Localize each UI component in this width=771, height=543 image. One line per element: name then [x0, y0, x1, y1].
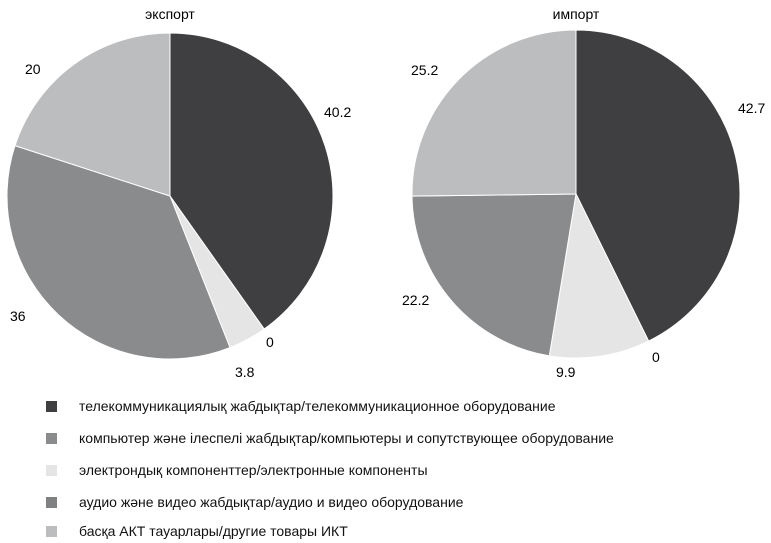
export-slice-computers: [6, 144, 231, 360]
export-pie-title: экспорт: [145, 6, 195, 22]
legend-swatch-computers: [46, 433, 57, 444]
legend-label-telecom: телекоммуникациялық жабдықтар/телекоммун…: [79, 398, 556, 414]
legend-item-telecom: телекоммуникациялық жабдықтар/телекоммун…: [46, 396, 746, 416]
legend-swatch-audio-video: [46, 497, 57, 508]
export-slice-other-ict: [14, 32, 171, 197]
export-pie: 40.2 0 3.8 36 20 экспорт: [6, 6, 351, 380]
import-pie-title: импорт: [553, 6, 600, 22]
legend-swatch-electronic-components: [46, 465, 57, 476]
export-label-electronic-components: 3.8: [235, 364, 255, 380]
import-slice-electronic-components: [548, 192, 650, 359]
legend-label-electronic-components: электрондық компоненттер/электронные ком…: [79, 462, 428, 478]
export-label-other-ict: 20: [25, 61, 41, 77]
import-label-other-ict: 25.2: [411, 62, 438, 78]
legend-item-electronic-components: электрондық компоненттер/электронные ком…: [46, 460, 746, 480]
import-slice-computers: [411, 193, 577, 357]
legend-swatch-other-ict: [46, 526, 57, 537]
legend-label-other-ict: басқа АКТ тауарлары/другие товары ИКТ: [79, 523, 348, 539]
import-label-telecom: 42.7: [738, 100, 765, 116]
import-slice-other-ict: [411, 29, 577, 197]
legend-item-audio-video: аудио және видео жабдықтар/аудио и видео…: [46, 492, 746, 512]
import-label-computers: 22.2: [402, 292, 429, 308]
import-pie: 42.7 0 9.9 22.2 25.2 импорт: [402, 6, 765, 380]
legend-swatch-telecom: [46, 401, 57, 412]
legend-label-computers: компьютер және ілеспелі жабдықтар/компью…: [79, 430, 614, 446]
legend-item-other-ict: басқа АКТ тауарлары/другие товары ИКТ: [46, 521, 746, 541]
export-label-audio-video: 0: [266, 334, 274, 350]
import-label-audio-video: 0: [652, 349, 660, 365]
legend-item-computers: компьютер және ілеспелі жабдықтар/компью…: [46, 428, 746, 448]
pie-charts: 40.2 0 3.8 36 20 экспорт 42.7 0 9.9 22.2 25.2 импо…: [6, 6, 765, 380]
import-label-electronic-components: 9.9: [556, 364, 576, 380]
import-slice-telecom: [575, 29, 741, 342]
export-slice-telecom: [169, 32, 334, 330]
legend-label-audio-video: аудио және видео жабдықтар/аудио и видео…: [79, 494, 464, 510]
export-label-computers: 36: [10, 308, 26, 324]
export-label-telecom: 40.2: [324, 104, 351, 120]
